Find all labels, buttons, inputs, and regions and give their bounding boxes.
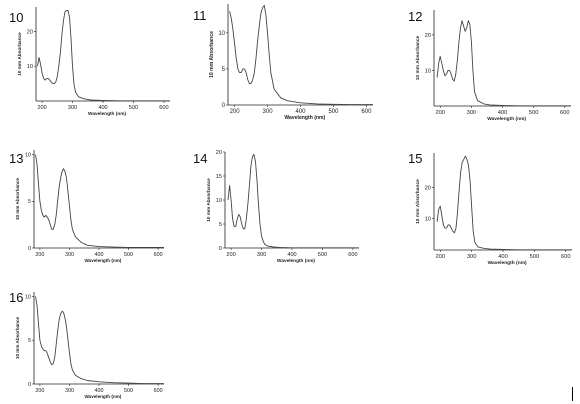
y-tick-label: 20	[425, 185, 431, 191]
y-tick-label: 0	[28, 246, 31, 252]
x-tick-label: 300	[263, 109, 274, 115]
y-tick-label: 20	[27, 29, 33, 35]
x-axis-title: Wavelength (nm)	[284, 115, 325, 121]
x-tick-label: 600	[361, 109, 372, 115]
x-tick-label: 500	[529, 110, 539, 116]
x-tick-label: 300	[65, 252, 74, 258]
x-tick-label: 300	[467, 110, 477, 116]
absorbance-curve	[436, 155, 572, 251]
x-tick-label: 400	[498, 110, 508, 116]
x-tick-label: 200	[435, 254, 445, 260]
x-axis-title: Wavelength (nm)	[277, 258, 315, 264]
absorbance-curve	[227, 153, 359, 249]
absorbance-curve	[436, 20, 571, 107]
x-tick-label: 500	[328, 109, 339, 115]
x-tick-label: 600	[348, 252, 357, 258]
y-tick-label: 10	[25, 294, 31, 300]
panel-number-12: 12	[408, 9, 423, 24]
x-tick-label: 500	[129, 105, 138, 111]
y-axis-title: 10 mm Absorbance	[415, 35, 421, 80]
y-tick-label: 10	[425, 68, 431, 74]
panel-number-15: 15	[408, 151, 423, 166]
absorbance-curve	[35, 296, 164, 385]
absorbance-curve	[35, 154, 164, 248]
panel-number-10: 10	[9, 10, 24, 25]
panel-number-16: 16	[9, 290, 24, 305]
y-tick-label: 10	[216, 198, 222, 204]
x-axis-title: Wavelength (nm)	[487, 116, 526, 122]
y-axis-title: 10 mm Absorbance	[209, 31, 215, 78]
x-tick-label: 500	[530, 254, 540, 260]
x-tick-label: 400	[94, 388, 103, 394]
y-tick-label: 15	[216, 174, 222, 180]
y-tick-label: 5	[219, 222, 222, 228]
x-tick-label: 400	[498, 254, 508, 260]
x-axis-title: Wavelength (nm)	[88, 111, 126, 117]
x-tick-label: 500	[124, 388, 133, 394]
absorbance-curve	[229, 4, 373, 106]
x-axis-title: Wavelength (nm)	[84, 394, 121, 399]
y-axis-title: 10 mm Absorbance	[415, 179, 421, 224]
x-tick-label: 200	[435, 110, 445, 116]
x-tick-label: 600	[159, 105, 168, 111]
x-tick-label: 300	[257, 252, 266, 258]
text-cursor	[572, 387, 573, 401]
x-tick-label: 200	[37, 105, 46, 111]
y-tick-label: 0	[219, 246, 222, 252]
y-tick-label: 10	[25, 153, 31, 159]
x-tick-label: 200	[35, 388, 44, 394]
y-axis-title: 10 mm Absorbance	[15, 316, 20, 359]
y-tick-label: 20	[425, 33, 431, 39]
y-tick-label: 10	[425, 217, 431, 223]
panel-number-14: 14	[193, 151, 208, 166]
x-tick-label: 400	[98, 105, 107, 111]
x-tick-label: 300	[68, 105, 77, 111]
y-axis-title: 10 mm Absorbance	[15, 177, 20, 220]
x-tick-label: 600	[154, 388, 163, 394]
x-tick-label: 400	[295, 109, 306, 115]
x-tick-label: 400	[287, 252, 296, 258]
y-axis-title: 10 mm Absorbance	[206, 178, 212, 222]
x-axis-title: Wavelength (nm)	[84, 258, 121, 263]
y-tick-label: 0	[222, 103, 226, 109]
y-axis-title: 10 mm Absorbance	[17, 32, 23, 76]
y-tick-label: 5	[28, 338, 31, 344]
y-tick-label: 10	[218, 31, 225, 37]
x-tick-label: 200	[230, 109, 241, 115]
x-tick-label: 600	[154, 252, 163, 258]
y-tick-label: 20	[216, 150, 222, 156]
y-tick-label: 10	[27, 64, 33, 70]
x-tick-label: 400	[94, 252, 103, 258]
x-tick-label: 200	[226, 252, 235, 258]
x-tick-label: 200	[35, 252, 44, 258]
x-tick-label: 300	[467, 254, 477, 260]
y-tick-label: 0	[28, 382, 31, 388]
y-tick-label: 5	[222, 67, 226, 73]
panel-number-13: 13	[9, 151, 24, 166]
absorbance-curve	[37, 10, 170, 102]
x-tick-label: 300	[65, 388, 74, 394]
x-tick-label: 500	[124, 252, 133, 258]
x-axis-title: Wavelength (nm)	[488, 260, 527, 266]
x-tick-label: 500	[318, 252, 327, 258]
x-tick-label: 600	[560, 110, 570, 116]
y-tick-label: 5	[28, 199, 31, 205]
x-tick-label: 600	[561, 254, 571, 260]
panel-number-11: 11	[193, 8, 207, 23]
